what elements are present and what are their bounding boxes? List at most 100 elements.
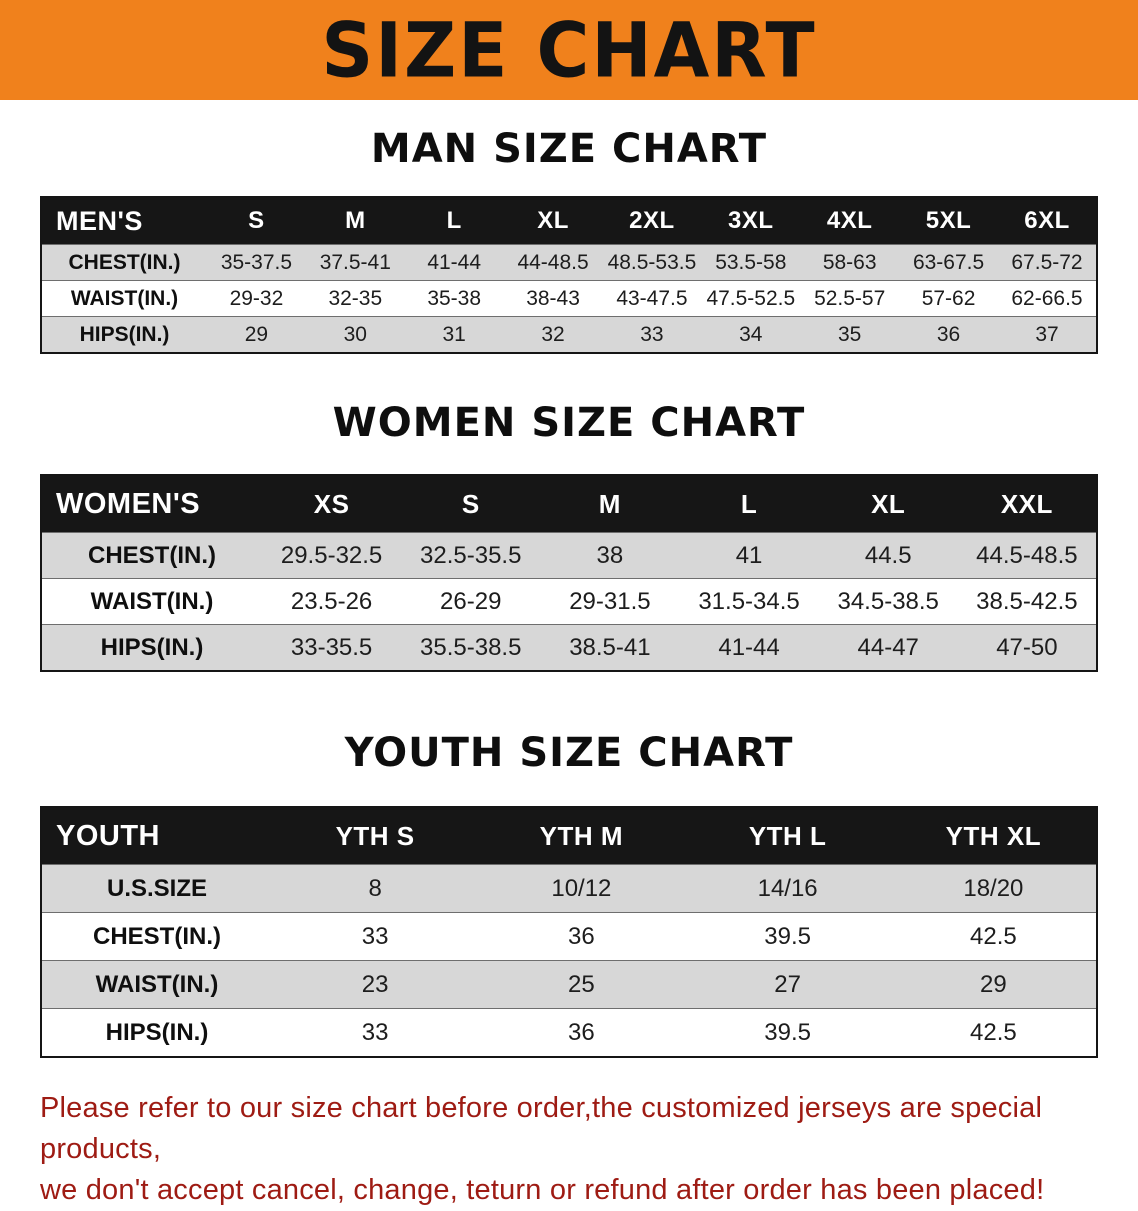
size-header-cell: S: [401, 475, 541, 533]
value-cell: 44.5-48.5: [957, 532, 1097, 579]
table-row: HIPS(IN.) 29 30 31 32 33 34 35 36 37: [41, 316, 1097, 353]
value-cell: 14/16: [684, 864, 891, 913]
value-cell: 53.5-58: [701, 244, 801, 281]
value-cell: 38.5-42.5: [957, 578, 1097, 625]
women-size-table: WOMEN'S XS S M L XL XXL CHEST(IN.) 29.5-32.5 32.5…: [40, 474, 1098, 672]
page-title: SIZE CHART: [321, 5, 817, 95]
size-header-cell: XL: [818, 475, 958, 533]
value-cell: 29: [207, 316, 306, 353]
value-cell: 36: [899, 316, 998, 353]
value-cell: 41-44: [404, 244, 504, 281]
value-cell: 36: [478, 912, 685, 961]
size-header-cell: YTH S: [272, 807, 479, 865]
value-cell: 31: [404, 316, 504, 353]
women-section: WOMEN SIZE CHART WOMEN'S XS S M L XL XXL CHEST(…: [0, 400, 1138, 672]
value-cell: 52.5-57: [800, 280, 900, 317]
value-cell: 26-29: [401, 578, 541, 625]
size-header-cell: XS: [262, 475, 402, 533]
value-cell: 29.5-32.5: [262, 532, 402, 579]
footer-note: Please refer to our size chart before or…: [0, 1088, 1138, 1211]
value-cell: 39.5: [684, 1008, 891, 1057]
value-cell: 23.5-26: [262, 578, 402, 625]
value-cell: 33-35.5: [262, 624, 402, 671]
youth-section: YOUTH SIZE CHART YOUTH YTH S YTH M YTH L YTH…: [0, 730, 1138, 1058]
measure-label-cell: WAIST(IN.): [41, 280, 207, 317]
size-header-cell: 4XL: [800, 197, 900, 245]
footer-line-2: we don't accept cancel, change, teturn o…: [40, 1174, 1045, 1206]
value-cell: 43-47.5: [602, 280, 702, 317]
size-header-cell: YTH L: [684, 807, 891, 865]
value-cell: 31.5-34.5: [679, 578, 819, 625]
men-section: MAN SIZE CHART MEN'S S M L XL 2XL 3XL 4XL 5XL 6XL…: [0, 126, 1138, 354]
value-cell: 44.5: [818, 532, 958, 579]
value-cell: 62-66.5: [998, 280, 1097, 317]
value-cell: 44-47: [818, 624, 958, 671]
size-header-cell: L: [404, 197, 504, 245]
youth-section-title: YOUTH SIZE CHART: [344, 730, 794, 776]
size-header-cell: 3XL: [701, 197, 801, 245]
value-cell: 29: [890, 960, 1097, 1009]
value-cell: 38: [540, 532, 680, 579]
table-title-cell: MEN'S: [41, 197, 207, 245]
value-cell: 42.5: [890, 1008, 1097, 1057]
size-header-cell: L: [679, 475, 819, 533]
value-cell: 29-31.5: [540, 578, 680, 625]
value-cell: 10/12: [478, 864, 685, 913]
table-title-cell: WOMEN'S: [41, 475, 262, 533]
women-section-title: WOMEN SIZE CHART: [332, 400, 806, 446]
youth-size-table: YOUTH YTH S YTH M YTH L YTH XL U.S.SIZE 8 10/12…: [40, 806, 1098, 1058]
value-cell: 8: [272, 864, 479, 913]
value-cell: 29-32: [207, 280, 306, 317]
size-header-cell: 5XL: [899, 197, 998, 245]
value-cell: 32.5-35.5: [401, 532, 541, 579]
value-cell: 33: [272, 1008, 479, 1057]
value-cell: 30: [305, 316, 405, 353]
value-cell: 63-67.5: [899, 244, 998, 281]
size-header-cell: S: [207, 197, 306, 245]
measure-label-cell: CHEST(IN.): [41, 244, 207, 281]
table-header-row: MEN'S S M L XL 2XL 3XL 4XL 5XL 6XL: [41, 197, 1097, 245]
value-cell: 33: [602, 316, 702, 353]
value-cell: 41: [679, 532, 819, 579]
table-title-cell: YOUTH: [41, 807, 272, 865]
size-header-cell: M: [540, 475, 680, 533]
banner: SIZE CHART: [0, 0, 1138, 100]
value-cell: 58-63: [800, 244, 900, 281]
value-cell: 67.5-72: [998, 244, 1097, 281]
value-cell: 39.5: [684, 912, 891, 961]
value-cell: 27: [684, 960, 891, 1009]
size-header-cell: YTH M: [478, 807, 685, 865]
size-header-cell: YTH XL: [890, 807, 1097, 865]
table-row: CHEST(IN.) 33 36 39.5 42.5: [41, 912, 1097, 961]
table-row: WAIST(IN.) 29-32 32-35 35-38 38-43 43-47.5 47.…: [41, 280, 1097, 317]
value-cell: 37: [998, 316, 1097, 353]
table-row: WAIST(IN.) 23 25 27 29: [41, 960, 1097, 1009]
measure-label-cell: CHEST(IN.): [41, 532, 262, 579]
value-cell: 36: [478, 1008, 685, 1057]
value-cell: 57-62: [899, 280, 998, 317]
value-cell: 47-50: [957, 624, 1097, 671]
men-size-table: MEN'S S M L XL 2XL 3XL 4XL 5XL 6XL CHEST(IN.) 35-37…: [40, 196, 1098, 354]
value-cell: 32: [503, 316, 603, 353]
value-cell: 25: [478, 960, 685, 1009]
value-cell: 35-37.5: [207, 244, 306, 281]
measure-label-cell: HIPS(IN.): [41, 624, 262, 671]
size-header-cell: XL: [503, 197, 603, 245]
table-row: HIPS(IN.) 33-35.5 35.5-38.5 38.5-41 41-44 44-…: [41, 624, 1097, 671]
value-cell: 34.5-38.5: [818, 578, 958, 625]
value-cell: 35.5-38.5: [401, 624, 541, 671]
value-cell: 41-44: [679, 624, 819, 671]
value-cell: 37.5-41: [305, 244, 405, 281]
value-cell: 34: [701, 316, 801, 353]
table-row: HIPS(IN.) 33 36 39.5 42.5: [41, 1008, 1097, 1057]
value-cell: 47.5-52.5: [701, 280, 801, 317]
footer-line-1: Please refer to our size chart before or…: [40, 1092, 1043, 1165]
measure-label-cell: WAIST(IN.): [41, 960, 272, 1009]
value-cell: 33: [272, 912, 479, 961]
size-header-cell: 6XL: [998, 197, 1097, 245]
table-row: U.S.SIZE 8 10/12 14/16 18/20: [41, 864, 1097, 913]
value-cell: 35-38: [404, 280, 504, 317]
measure-label-cell: HIPS(IN.): [41, 1008, 272, 1057]
value-cell: 38-43: [503, 280, 603, 317]
table-header-row: YOUTH YTH S YTH M YTH L YTH XL: [41, 807, 1097, 865]
